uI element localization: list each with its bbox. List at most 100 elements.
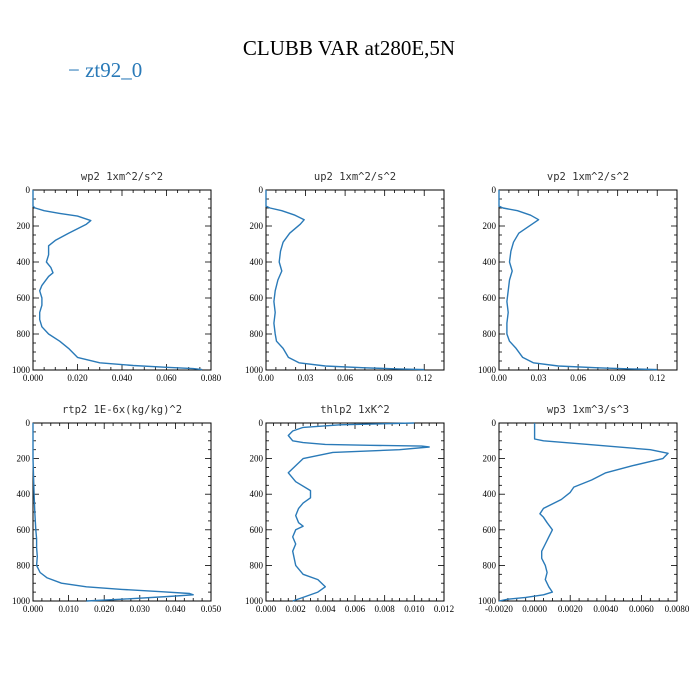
panel-title: rtp2 1E-6x(kg/kg)^2: [62, 404, 182, 416]
y-tick-label: 800: [17, 329, 31, 339]
y-tick-label: 0: [492, 185, 497, 195]
x-tick-label: 0.060: [156, 373, 177, 383]
y-tick-label: 1000: [478, 596, 497, 606]
x-tick-label: 0.040: [112, 373, 133, 383]
y-tick-label: 200: [483, 221, 497, 231]
y-tick-label: 600: [17, 293, 31, 303]
y-tick-label: 400: [483, 257, 497, 267]
x-tick-label: 0.000: [23, 604, 44, 614]
panel-title: wp3 1xm^3/s^3: [547, 404, 629, 416]
y-tick-label: 600: [250, 293, 264, 303]
panels: wp2 1xm^2/s^20.000 0.020 0.040 0.060 0.08002…: [12, 171, 690, 614]
legend-entry: − zt92_0: [68, 58, 142, 82]
x-tick-label: 0.0020: [558, 604, 583, 614]
y-tick-label: 400: [250, 489, 264, 499]
y-tick-label: 1000: [12, 596, 31, 606]
x-tick-label: 0.010: [58, 604, 79, 614]
y-tick-label: 0: [26, 418, 31, 428]
legend-line-marker: −: [68, 58, 85, 82]
x-tick-label: 0.09: [610, 373, 626, 383]
series-line: [32, 423, 194, 602]
y-tick-label: 800: [483, 560, 497, 570]
x-tick-label: 0.030: [130, 604, 151, 614]
y-tick-label: 1000: [245, 365, 264, 375]
y-tick-label: 800: [17, 560, 31, 570]
y-tick-label: 0: [492, 418, 497, 428]
y-tick-label: 800: [483, 329, 497, 339]
x-tick-label: 0.010: [404, 604, 425, 614]
chart-panel-4: rtp2 1E-6x(kg/kg)^2 0.000 0.010 0.020 0.030 0…: [12, 404, 222, 614]
x-tick-label: 0.000: [23, 373, 44, 383]
series-line: [498, 423, 669, 602]
x-tick-label: 0.06: [570, 373, 586, 383]
plot-frame: [32, 189, 212, 371]
y-tick-label: 200: [483, 454, 497, 464]
x-tick-label: 0.00: [491, 373, 507, 383]
x-tick-label: 0.002: [286, 604, 306, 614]
x-tick-label: 0.03: [298, 373, 314, 383]
x-tick-label: 0.0000: [522, 604, 547, 614]
x-tick-label: 0.0040: [593, 604, 618, 614]
x-tick-label: 0.03: [531, 373, 547, 383]
figure-title: CLUBB VAR at280E,5N: [243, 36, 455, 60]
y-tick-label: 400: [483, 489, 497, 499]
y-tick-label: 600: [483, 293, 497, 303]
x-tick-label: 0.020: [67, 373, 88, 383]
plot-frame: [265, 422, 445, 602]
y-tick-label: 800: [250, 329, 264, 339]
y-tick-label: 400: [250, 257, 264, 267]
chart-panel-2: up2 1xm^2/s^2 0.00 0.03 0.06 0.09 0.12 0 200 400…: [245, 171, 445, 383]
series-line: [498, 190, 658, 371]
y-tick-label: 600: [250, 525, 264, 535]
x-tick-label: 0.040: [165, 604, 186, 614]
series-line: [265, 190, 425, 371]
x-tick-label: 0.12: [416, 373, 432, 383]
plot-frame: [265, 189, 445, 371]
x-tick-label: 0.008: [375, 604, 396, 614]
y-tick-label: 1000: [478, 365, 497, 375]
x-tick-label: -0.0020: [485, 604, 513, 614]
plot-frame: [498, 189, 678, 371]
x-tick-label: 0.050: [201, 604, 222, 614]
panel-title: up2 1xm^2/s^2: [314, 171, 396, 183]
panel-title: thlp2 1xK^2: [320, 404, 390, 416]
y-tick-label: 1000: [245, 596, 264, 606]
x-tick-label: 0.004: [315, 604, 336, 614]
y-tick-label: 600: [483, 525, 497, 535]
y-tick-label: 400: [17, 257, 31, 267]
y-tick-label: 1000: [12, 365, 31, 375]
x-tick-label: 0.020: [94, 604, 115, 614]
x-tick-label: 0.080: [201, 373, 222, 383]
x-tick-label: 0.000: [256, 604, 277, 614]
y-tick-label: 0: [259, 418, 264, 428]
series-line: [287, 422, 430, 602]
y-tick-label: 400: [17, 489, 31, 499]
y-tick-label: 200: [250, 221, 264, 231]
y-tick-label: 600: [17, 525, 31, 535]
y-tick-label: 0: [259, 185, 264, 195]
x-tick-label: 0.12: [649, 373, 665, 383]
legend-label: zt92_0: [85, 58, 142, 82]
y-tick-label: 0: [26, 185, 31, 195]
plot-frame: [32, 422, 212, 602]
legend: − zt92_0: [68, 58, 142, 82]
panel-title: wp2 1xm^2/s^2: [81, 171, 163, 183]
chart-panel-6: wp3 1xm^3/s^3 -0.0020 0.0000 0.0020 0.0040 0.…: [478, 404, 690, 614]
y-tick-label: 800: [250, 560, 264, 570]
series-line: [32, 190, 203, 371]
y-tick-label: 200: [17, 221, 31, 231]
chart-panel-1: wp2 1xm^2/s^2 0.000 0.020 0.040 0.060 0.080 0 2…: [12, 171, 222, 383]
chart-panel-5: thlp2 1xK^2 0.000 0.002 0.004 0.006 0.008 0.01…: [245, 404, 454, 614]
y-tick-label: 200: [17, 454, 31, 464]
x-tick-label: 0.0080: [665, 604, 690, 614]
x-tick-label: 0.06: [337, 373, 353, 383]
panel-title: vp2 1xm^2/s^2: [547, 171, 629, 183]
chart-panel-3: vp2 1xm^2/s^2 0.00 0.03 0.06 0.09 0.12 0 200 400…: [478, 171, 678, 383]
x-tick-label: 0.09: [377, 373, 393, 383]
x-tick-label: 0.012: [434, 604, 454, 614]
y-tick-label: 200: [250, 454, 264, 464]
x-tick-label: 0.006: [345, 604, 366, 614]
x-tick-label: 0.0060: [629, 604, 654, 614]
x-tick-label: 0.00: [258, 373, 274, 383]
